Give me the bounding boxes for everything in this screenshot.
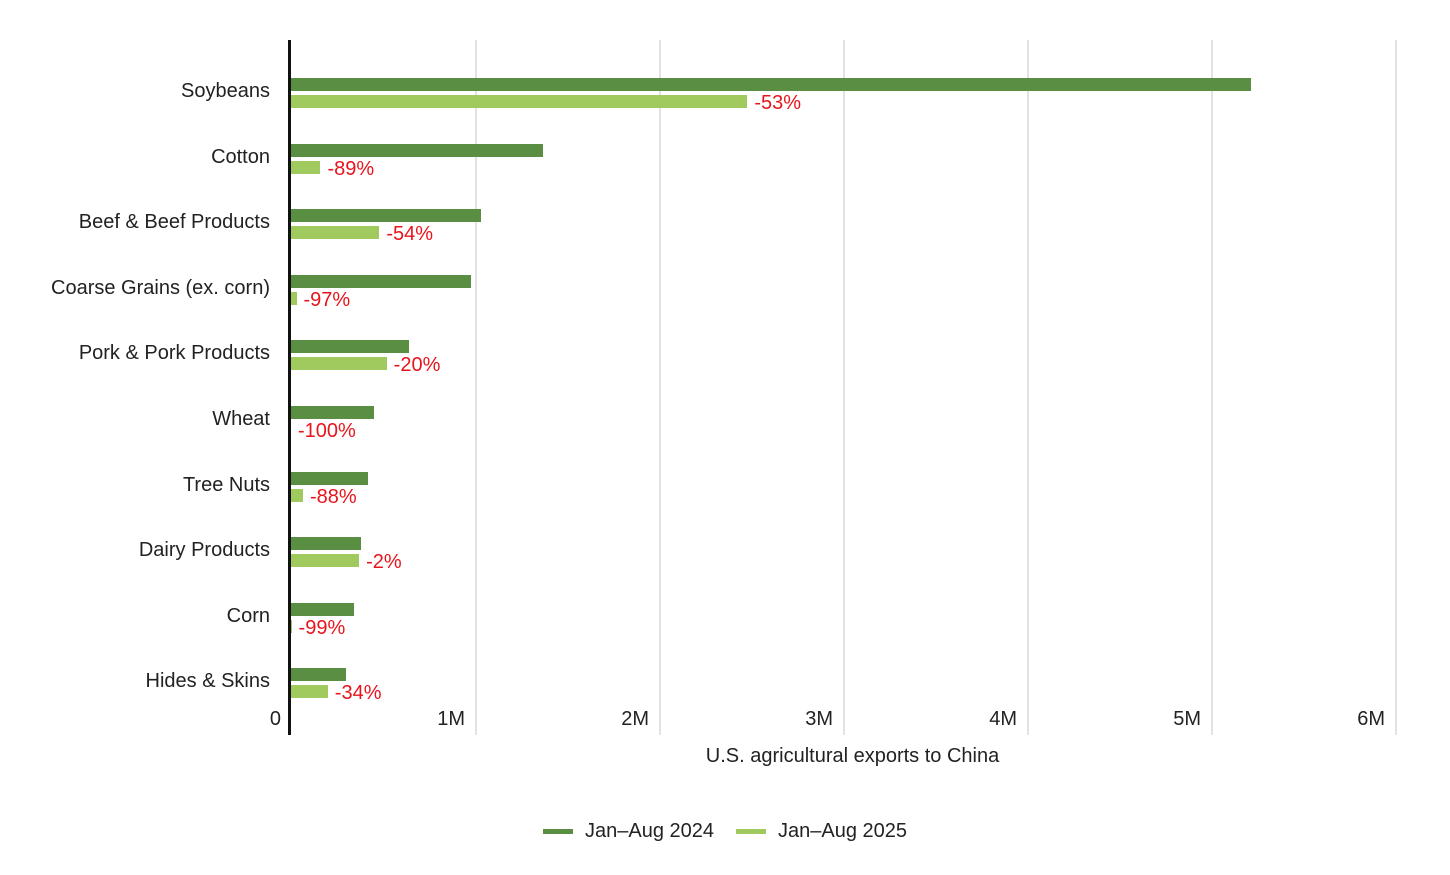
bar-2024[interactable] <box>291 209 481 223</box>
bar-2025[interactable] <box>291 619 292 633</box>
bar-2024[interactable] <box>291 274 472 288</box>
gridline <box>659 40 661 735</box>
x-tick-label: 2M <box>621 708 649 730</box>
bar-2024[interactable] <box>291 406 374 419</box>
bar-2025[interactable] <box>291 291 297 305</box>
percent-change-label: -2% <box>366 551 402 574</box>
legend-item-2025[interactable]: Jan–Aug 2025 <box>736 820 907 843</box>
x-tick-label: 3M <box>805 708 833 730</box>
x-tick-label: 4M <box>989 708 1017 730</box>
percent-change-label: -88% <box>309 485 357 508</box>
category-label: Hides & Skins <box>145 670 271 693</box>
bar-2025[interactable] <box>291 226 380 240</box>
category-label: Dairy Products <box>138 539 270 562</box>
gridline <box>843 40 845 735</box>
legend-label-2024: Jan–Aug 2024 <box>584 820 714 842</box>
category-label: Corn <box>226 604 270 627</box>
percent-change-label: -53% <box>754 92 802 114</box>
legend-swatch-2025 <box>736 829 766 834</box>
bar-2025[interactable] <box>291 685 328 699</box>
bar-2025[interactable] <box>291 95 748 108</box>
x-tick-label: 0 <box>269 708 281 730</box>
bar-2024[interactable] <box>291 143 544 157</box>
category-label: Beef & Beef Products <box>78 211 270 234</box>
bar-2025[interactable] <box>291 488 303 502</box>
percent-change-label: -99% <box>298 616 346 639</box>
category-label: Soybeans <box>181 80 270 102</box>
bar-2024[interactable] <box>291 602 354 616</box>
gridline <box>1211 40 1213 735</box>
x-tick-label: 6M <box>1357 708 1385 730</box>
category-label: Cotton <box>211 145 270 168</box>
bar-2025[interactable] <box>291 357 387 371</box>
category-label: Coarse Grains (ex. corn) <box>51 276 270 299</box>
x-tick-label: 1M <box>437 708 465 730</box>
percent-change-label: -20% <box>393 354 441 377</box>
bar-2024[interactable] <box>291 471 369 485</box>
gridline <box>1027 40 1029 735</box>
category-label: Wheat <box>212 408 270 430</box>
bar-2025[interactable] <box>291 160 321 174</box>
bar-2024[interactable] <box>291 668 347 682</box>
bar-2024[interactable] <box>291 78 1252 91</box>
category-label: Tree Nuts <box>182 473 270 496</box>
bar-2024[interactable] <box>291 537 361 551</box>
bar-2024[interactable] <box>291 340 409 354</box>
category-label: Pork & Pork Products <box>78 342 270 365</box>
legend-swatch-2024 <box>542 829 573 834</box>
bar-2025[interactable] <box>291 554 360 568</box>
y-axis-line <box>288 40 291 735</box>
percent-change-label: -100% <box>298 420 356 442</box>
legend: Jan–Aug 2024 Jan–Aug 2025 <box>0 820 1450 843</box>
x-axis-title: U.S. agricultural exports to China <box>705 745 1000 767</box>
percent-change-label: -97% <box>303 288 351 311</box>
percent-change-label: -34% <box>334 682 382 705</box>
percent-change-label: -54% <box>386 223 434 246</box>
gridline <box>475 40 477 735</box>
x-tick-label: 5M <box>1173 708 1201 730</box>
gridline <box>1395 40 1397 735</box>
legend-label-2025: Jan–Aug 2025 <box>778 820 908 842</box>
percent-change-label: -89% <box>327 157 375 180</box>
legend-item-2024[interactable]: Jan–Aug 2024 <box>542 820 714 843</box>
